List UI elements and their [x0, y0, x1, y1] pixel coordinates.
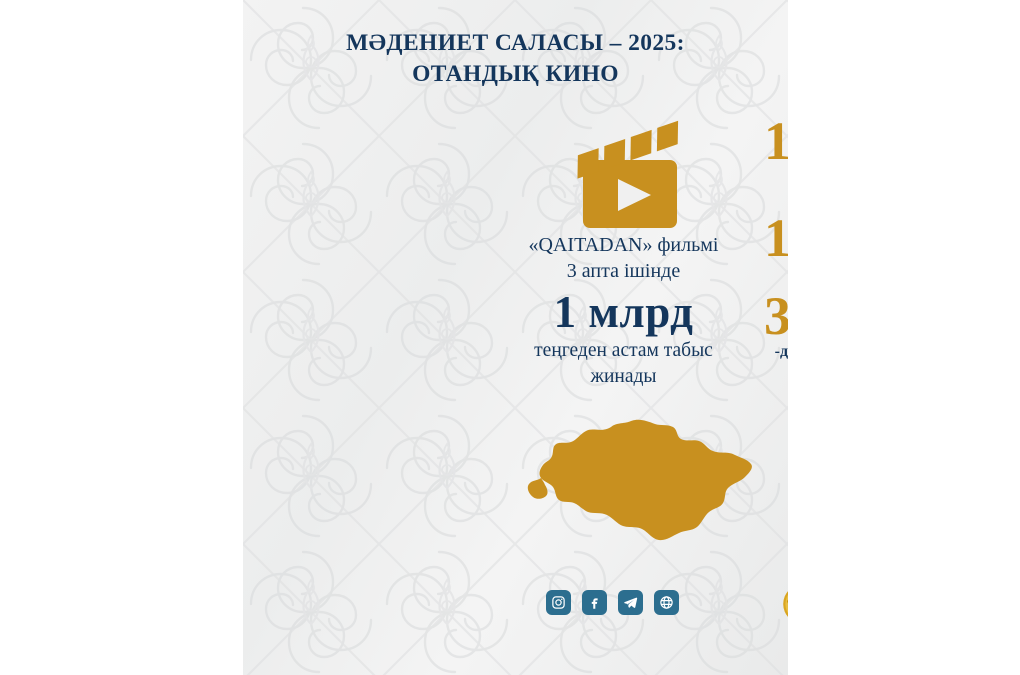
film-line-2: 3 апта ішінде — [566, 260, 681, 283]
title-line-1: МӘДЕНИЕТ САЛАСЫ – 2025: — [346, 30, 685, 56]
page-title: МӘДЕНИЕТ САЛАСЫ – 2025: ОТАНДЫҚ КИНО — [243, 28, 788, 89]
kazakhstan-state-emblem — [783, 591, 788, 617]
ministry-branding: ҚАЗАҚСТАН РЕСПУБЛИКАСЫНЫҢ МӘДЕНИЕТ ЖӘНЕ … — [781, 582, 788, 626]
kazakhstan-map-icon — [527, 419, 752, 541]
ornament-background — [243, 0, 788, 675]
title-line-2: ОТАНДЫҚ КИНО — [412, 60, 619, 87]
world-line-1: Қазақстан киносы — [748, 432, 788, 457]
stat-item: 30 -дан астам туынды халықаралық марапат… — [748, 287, 788, 383]
film-amount: 1 млрд — [553, 286, 694, 337]
stat-number-wrap: 10 — [748, 211, 788, 265]
website-globe-icon[interactable] — [654, 590, 679, 615]
instagram-icon[interactable] — [546, 590, 571, 615]
stat-number: 16 — [764, 111, 788, 171]
world-line-2: астам елде көрсетілді — [748, 509, 788, 533]
content-panel: МӘДЕНИЕТ САЛАСЫ – 2025: ОТАНДЫҚ КИНО «QA… — [243, 0, 788, 675]
film-line-1: «QAITADAN» фильмі — [528, 234, 719, 256]
social-links — [546, 590, 679, 615]
film-line-3: теңгеден астам табыс — [534, 340, 713, 362]
stat-item: 16 жаңа жоба мемлекеттік қолдауға ие бол… — [748, 112, 788, 186]
clapperboard-icon — [577, 120, 679, 228]
world-distribution-block: Қазақстан киносы 15-тен астам елде көрсе… — [748, 432, 788, 533]
stat-number-wrap: 16 — [748, 114, 788, 168]
stat-number-suffix: -дан — [774, 342, 788, 360]
telegram-icon[interactable] — [618, 590, 643, 615]
film-line-4: жинады — [590, 366, 657, 388]
facebook-icon[interactable] — [582, 590, 607, 615]
world-count: 15-тен — [748, 458, 788, 508]
stat-number: 10 — [764, 208, 788, 269]
stats-list: 16 жаңа жоба мемлекеттік қолдауға ие бол… — [748, 112, 788, 383]
film-revenue-block: «QAITADAN» фильмі 3 апта ішінде 1 млрд т… — [491, 232, 756, 390]
stat-number: 30 — [764, 285, 788, 346]
stat-item: 10 отандық фильм прокатқа шықты — [748, 207, 788, 265]
stat-number-wrap: 30 -дан — [748, 289, 788, 360]
